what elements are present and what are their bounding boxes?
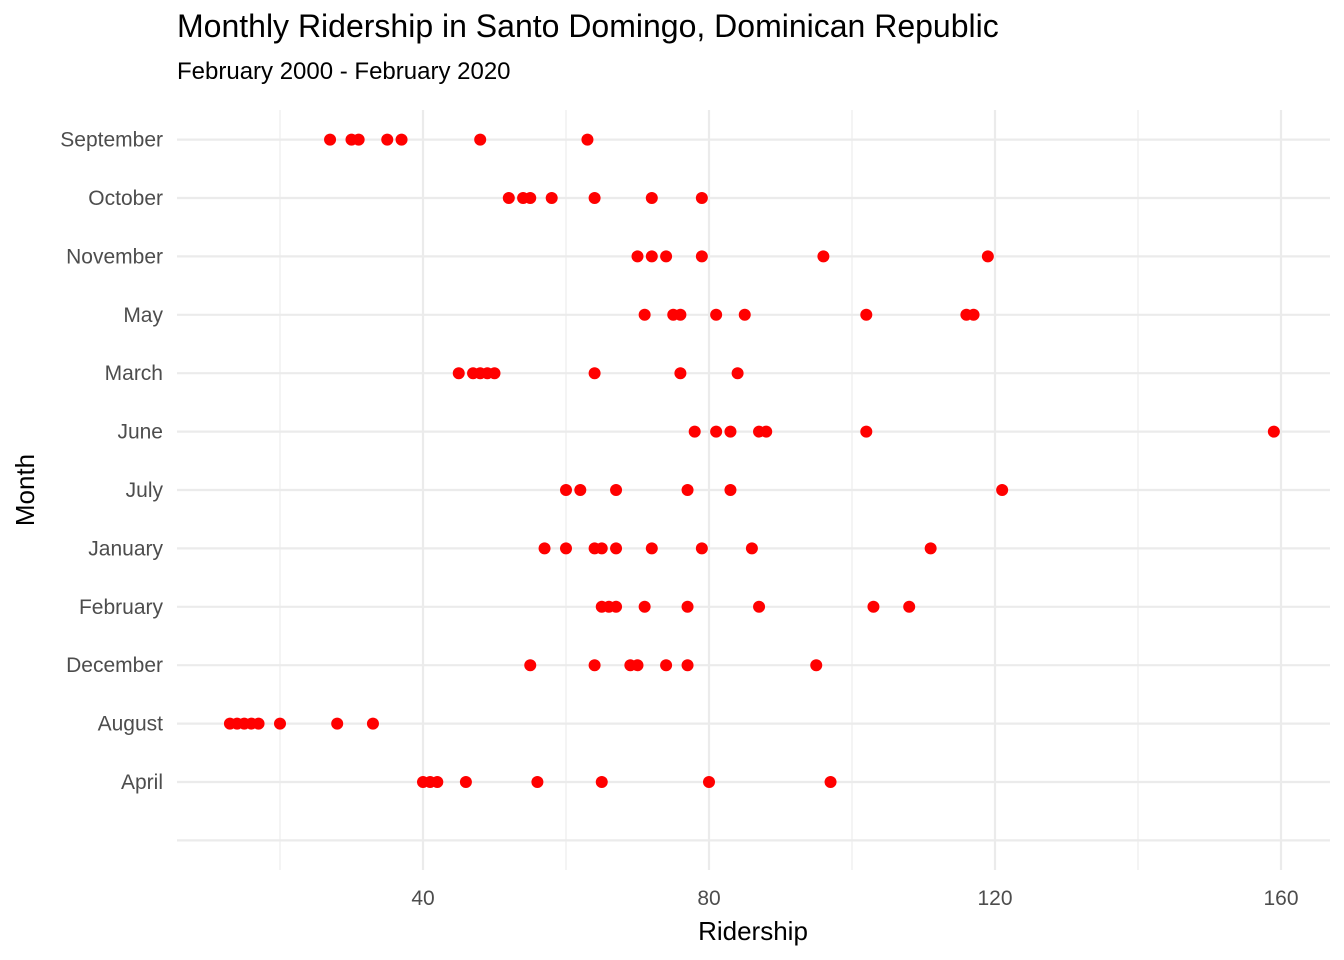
y-tick-label: April <box>121 771 163 794</box>
data-point <box>274 717 286 730</box>
data-point <box>903 600 916 613</box>
y-tick-label: July <box>126 479 164 502</box>
x-tick-label: 120 <box>977 887 1012 910</box>
y-tick-label: January <box>88 537 163 560</box>
data-point <box>395 133 408 146</box>
data-point <box>645 542 658 555</box>
data-point <box>824 776 837 788</box>
data-point <box>753 600 766 613</box>
data-point <box>996 484 1009 496</box>
y-tick-labels: April August December February January July Ju… <box>60 129 163 794</box>
data-point <box>431 776 444 788</box>
data-point <box>595 776 608 788</box>
data-point <box>638 308 651 321</box>
data-point <box>810 659 823 672</box>
data-point <box>738 308 751 321</box>
data-point <box>688 425 701 438</box>
data-point <box>631 659 644 672</box>
data-point <box>610 484 623 496</box>
data-point <box>695 250 708 263</box>
data-point <box>817 250 830 263</box>
y-tick-label: August <box>98 713 164 736</box>
data-point <box>560 484 572 496</box>
data-point <box>745 542 758 555</box>
data-point <box>681 659 694 672</box>
data-point <box>695 192 708 204</box>
y-tick-label: October <box>88 187 163 210</box>
data-point <box>638 600 651 613</box>
data-point <box>731 367 744 380</box>
data-point <box>331 717 344 730</box>
data-point <box>860 308 873 321</box>
data-point <box>488 367 501 380</box>
data-point <box>459 776 472 788</box>
y-tick-label: December <box>66 654 163 677</box>
data-point <box>588 367 601 380</box>
y-axis-title: Month <box>10 454 40 526</box>
data-point <box>524 192 537 204</box>
x-axis-title: Ridership <box>698 916 808 946</box>
y-tick-label: November <box>66 245 163 268</box>
data-point <box>366 717 379 730</box>
data-point <box>867 600 880 613</box>
x-tick-labels: 40 80 120 160 <box>411 887 1298 910</box>
data-point <box>645 250 658 263</box>
data-point <box>631 250 644 263</box>
data-point <box>545 192 558 204</box>
data-point <box>710 308 723 321</box>
data-points <box>223 133 1280 788</box>
data-point <box>703 776 715 788</box>
data-point <box>674 308 687 321</box>
data-point <box>538 542 551 555</box>
grid-lines <box>177 110 1330 870</box>
data-point <box>502 192 515 204</box>
data-point <box>610 600 623 613</box>
x-tick-label: 40 <box>411 887 434 910</box>
x-tick-label: 80 <box>697 887 720 910</box>
data-point <box>588 192 601 204</box>
data-point <box>967 308 980 321</box>
data-point <box>581 133 594 146</box>
data-point <box>474 133 487 146</box>
data-point <box>724 484 737 496</box>
data-point <box>695 542 708 555</box>
data-point <box>524 659 537 672</box>
data-point <box>660 659 673 672</box>
data-point <box>681 600 694 613</box>
data-point <box>531 776 544 788</box>
y-tick-label: May <box>123 304 163 327</box>
data-point <box>924 542 937 555</box>
data-point <box>352 133 365 146</box>
y-tick-label: June <box>117 421 163 444</box>
data-point <box>452 367 465 380</box>
chart-subtitle: February 2000 - February 2020 <box>177 58 511 85</box>
y-tick-label: February <box>79 596 164 619</box>
data-point <box>610 542 623 555</box>
data-point <box>595 542 608 555</box>
chart-title: Monthly Ridership in Santo Domingo, Domi… <box>177 8 999 44</box>
y-tick-label: September <box>60 129 163 152</box>
data-point <box>560 542 572 555</box>
data-point <box>981 250 994 263</box>
data-point <box>574 484 587 496</box>
data-point <box>645 192 658 204</box>
data-point <box>860 425 873 438</box>
data-point <box>1267 425 1280 438</box>
data-point <box>381 133 394 146</box>
data-point <box>588 659 601 672</box>
data-point <box>660 250 673 263</box>
data-point <box>724 425 737 438</box>
data-point <box>710 425 723 438</box>
data-point <box>324 133 337 146</box>
data-point <box>760 425 773 438</box>
data-point <box>681 484 694 496</box>
y-tick-label: March <box>105 362 163 385</box>
x-tick-label: 160 <box>1263 887 1298 910</box>
data-point <box>252 717 265 730</box>
data-point <box>674 367 687 380</box>
